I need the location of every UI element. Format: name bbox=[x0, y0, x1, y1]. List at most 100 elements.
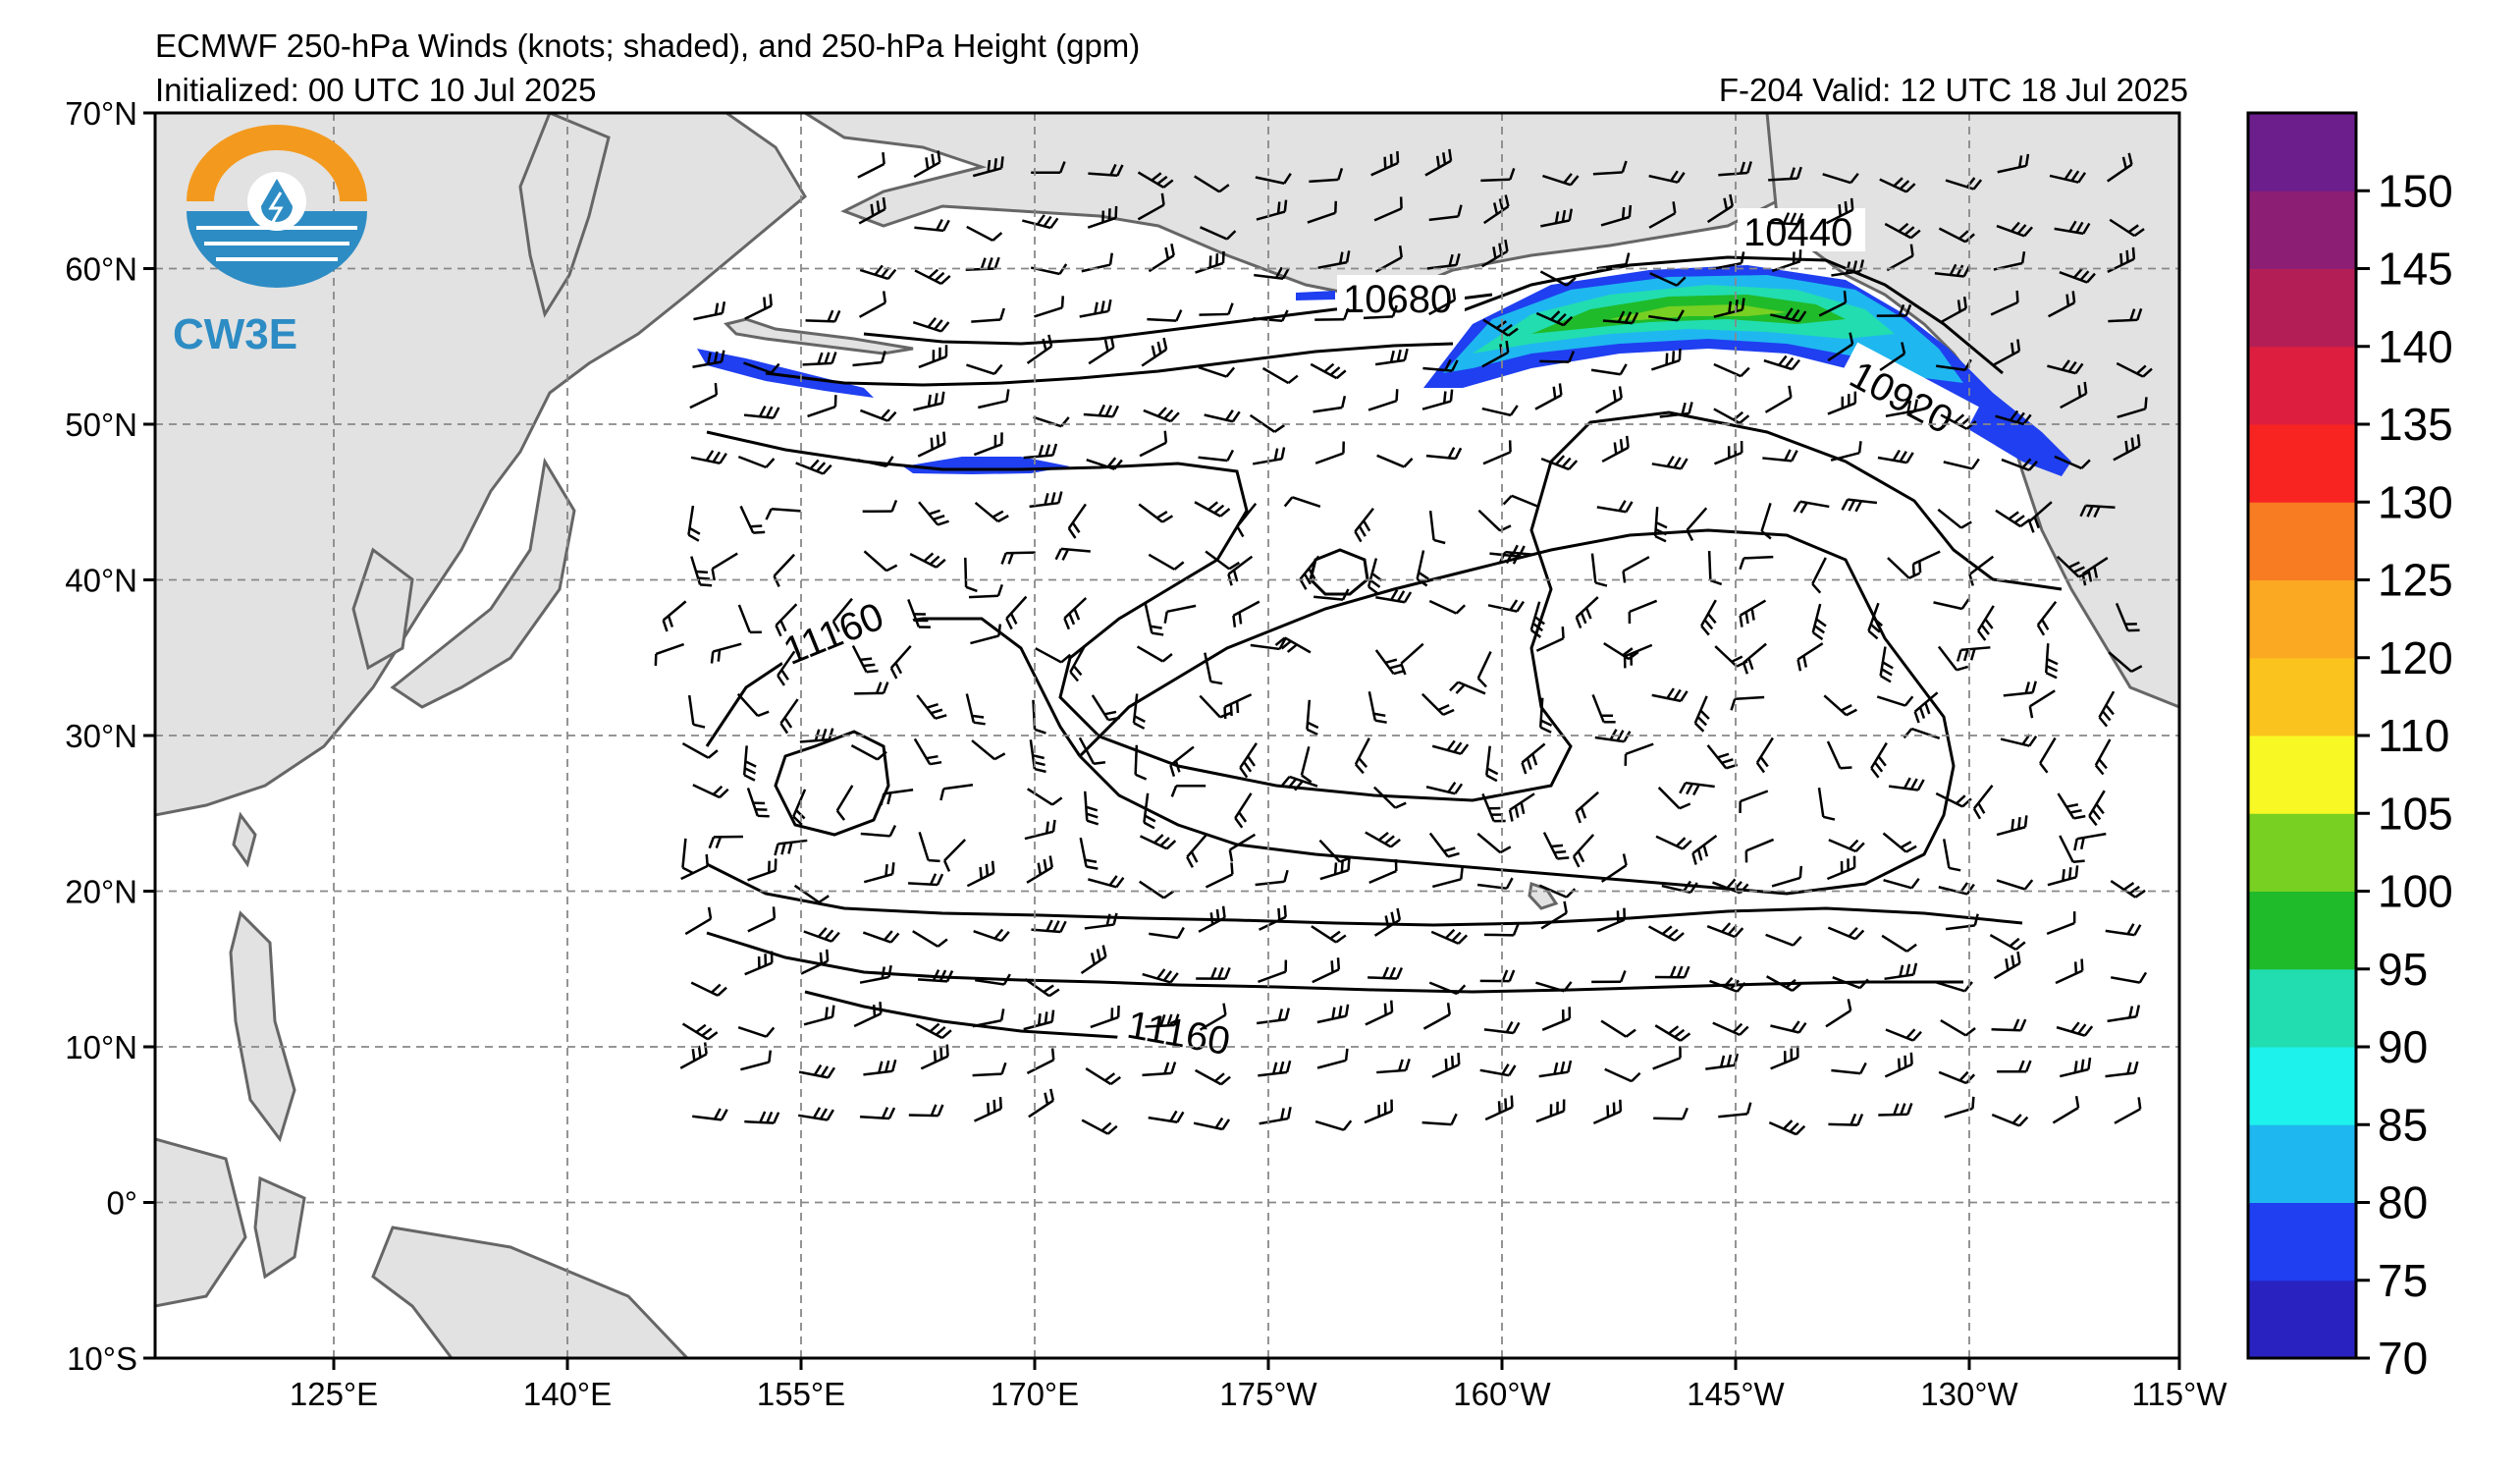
wind-barb bbox=[1431, 1063, 1460, 1078]
wind-barb-feather bbox=[812, 1107, 822, 1118]
wind-barb bbox=[918, 355, 947, 369]
wind-barb bbox=[858, 301, 886, 318]
wind-barb-feather bbox=[1273, 448, 1279, 461]
wind-barb-feather bbox=[1676, 276, 1687, 287]
wind-barb bbox=[1600, 1019, 1628, 1038]
wind-barb-feather bbox=[1403, 348, 1409, 361]
wind-barb bbox=[805, 319, 835, 323]
wind-barb-feather bbox=[1956, 665, 1969, 672]
wind-barb-feather bbox=[2015, 290, 2019, 302]
wind-barb bbox=[1023, 454, 1053, 460]
lat-label: 70°N bbox=[65, 95, 137, 132]
wind-barb bbox=[859, 1115, 890, 1120]
wind-barb-feather bbox=[2082, 222, 2091, 235]
wind-barb bbox=[2046, 921, 2075, 936]
wind-barb-feather bbox=[701, 1027, 713, 1037]
wind-barb-feather bbox=[1059, 161, 1066, 174]
wind-barb-feather bbox=[1595, 581, 1608, 587]
wind-barb-feather bbox=[866, 669, 879, 674]
wind-barb-feather bbox=[1739, 558, 1745, 571]
wind-barb-feather bbox=[2142, 367, 2153, 378]
wind-barb bbox=[1186, 834, 1207, 858]
wind-barb-feather bbox=[1850, 197, 1854, 210]
wind-barb bbox=[2059, 1067, 2089, 1078]
wind-barb-feather bbox=[2016, 339, 2021, 352]
wind-barb-feather bbox=[1144, 814, 1156, 823]
wind-barb bbox=[1686, 507, 1708, 531]
wind-barb bbox=[1700, 599, 1717, 627]
wind-barb bbox=[1480, 178, 1511, 183]
wind-barb-feather bbox=[1899, 964, 1904, 977]
wind-barb-feather bbox=[993, 752, 1006, 761]
wind-barb-feather bbox=[1162, 337, 1168, 351]
contour-10920 bbox=[706, 410, 2063, 802]
wind-barb bbox=[1317, 260, 1348, 270]
wind-barb bbox=[1937, 508, 1962, 529]
wind-barb-feather bbox=[1858, 978, 1869, 989]
wind-barb bbox=[1654, 1024, 1682, 1042]
wind-barb-feather bbox=[1789, 212, 1797, 225]
wind-barb-feather bbox=[2128, 1006, 2134, 1018]
wind-barb-feather bbox=[2067, 561, 2080, 569]
wind-barb-feather bbox=[1275, 266, 1283, 279]
wind-barb-feather bbox=[1954, 413, 1965, 424]
lon-label: 170°E bbox=[991, 1376, 1079, 1412]
wind-barb bbox=[1483, 1028, 1514, 1035]
wind-barb-feather bbox=[1569, 175, 1580, 187]
wind-barb-feather bbox=[769, 294, 773, 306]
wind-barb-feather bbox=[1416, 577, 1428, 587]
contour-10440 bbox=[1452, 255, 2004, 375]
wind-barb bbox=[803, 1015, 833, 1026]
wind-barb bbox=[2029, 689, 2056, 708]
wind-barb bbox=[1142, 972, 1171, 984]
wind-barb-feather bbox=[1398, 246, 1403, 258]
wind-barb-feather bbox=[1037, 862, 1042, 875]
wind-barb-feather bbox=[1620, 970, 1627, 983]
wind-barb bbox=[1540, 911, 1568, 930]
wind-barb-feather bbox=[2135, 364, 2147, 375]
wind-barb-feather bbox=[1340, 860, 1344, 873]
wind-barb-feather bbox=[1210, 966, 1217, 979]
wind-barb bbox=[972, 1018, 1002, 1028]
wind-barb-feather bbox=[1681, 402, 1687, 415]
wind-barb-feather bbox=[1442, 152, 1447, 165]
wind-barb-feather bbox=[1455, 252, 1461, 266]
wind-barb-feather bbox=[1369, 578, 1381, 588]
wind-barb-feather bbox=[1384, 915, 1390, 928]
wind-barb bbox=[1086, 458, 1115, 470]
wind-barb-feather bbox=[1283, 904, 1287, 917]
wind-barb bbox=[1088, 878, 1117, 889]
wind-barb bbox=[943, 839, 967, 862]
wind-barb bbox=[1648, 174, 1679, 184]
wind-barb bbox=[798, 1114, 829, 1121]
wind-barb-feather bbox=[2079, 270, 2090, 282]
wind-barb-feather bbox=[758, 405, 767, 417]
wind-barb-feather bbox=[1170, 785, 1178, 797]
wind-barb bbox=[1255, 176, 1285, 185]
wind-barb-feather bbox=[719, 452, 727, 464]
wind-barb-feather bbox=[1072, 665, 1083, 677]
wind-barb-feather bbox=[1717, 752, 1730, 759]
wind-barb-feather bbox=[1854, 500, 1863, 513]
logo-blue-bowl bbox=[187, 211, 367, 288]
wind-barb bbox=[1657, 787, 1681, 810]
wind-barb-feather bbox=[1044, 1092, 1049, 1105]
wind-barb bbox=[1592, 171, 1623, 176]
wind-barb-feather bbox=[1897, 1058, 1902, 1070]
wind-barb-feather bbox=[1844, 200, 1849, 214]
wind-barb bbox=[679, 1053, 708, 1069]
wind-barb-feather bbox=[1450, 1055, 1455, 1068]
wind-barb-feather bbox=[1338, 251, 1344, 264]
wind-barb-feather bbox=[1655, 521, 1668, 529]
wind-barb-feather bbox=[2131, 246, 2136, 259]
wind-barb-feather bbox=[1668, 1025, 1680, 1035]
wind-barb bbox=[800, 959, 829, 975]
wind-barb bbox=[1709, 979, 1738, 993]
wind-barb-feather bbox=[1696, 848, 1703, 861]
wind-barb-feather bbox=[1977, 802, 1986, 814]
wind-barb bbox=[1022, 219, 1051, 230]
wind-barb-feather bbox=[1213, 1072, 1225, 1082]
wind-barb bbox=[1195, 261, 1224, 274]
wind-barb bbox=[2047, 364, 2076, 375]
wind-barb-feather bbox=[1877, 755, 1887, 767]
